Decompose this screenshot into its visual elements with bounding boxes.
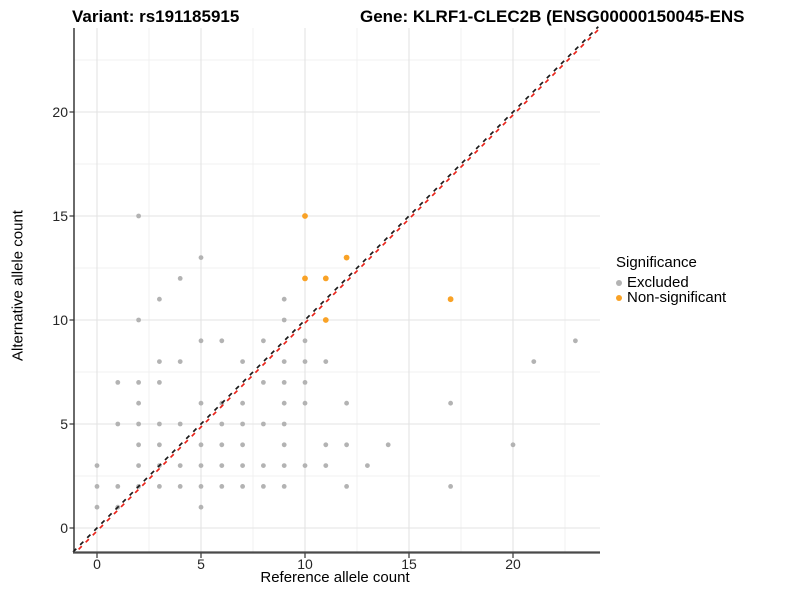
x-tick-label: 15 xyxy=(401,556,417,572)
y-tick-label: 15 xyxy=(52,208,68,224)
y-tick-label: 0 xyxy=(60,520,68,536)
legend-title: Significance xyxy=(616,254,697,271)
non-significant-key-dot xyxy=(616,294,622,301)
x-tick-label: 10 xyxy=(297,556,313,572)
legend-item-excluded: Excluded xyxy=(616,274,726,291)
legend-item-label: Non-significant xyxy=(627,289,727,306)
y-tick-label: 10 xyxy=(52,312,68,328)
legend-item-label: Excluded xyxy=(627,274,689,291)
x-axis-label: Reference allele count xyxy=(260,569,410,586)
gene-title: Gene: KLRF1-CLEC2B (ENSG00000150045-ENS xyxy=(360,7,745,26)
y-tick-label: 20 xyxy=(52,104,68,120)
y-tick-label: 5 xyxy=(60,416,68,432)
excluded-key-dot xyxy=(616,279,622,286)
legend-item-non-significant: Non-significant xyxy=(616,289,727,306)
x-tick-label: 5 xyxy=(197,556,205,572)
variant-title: Variant: rs191185915 xyxy=(72,7,240,26)
x-tick-label: 0 xyxy=(93,556,101,572)
legend: Significance Excluded Non-significant xyxy=(616,254,727,306)
x-tick-label: 20 xyxy=(505,556,521,572)
